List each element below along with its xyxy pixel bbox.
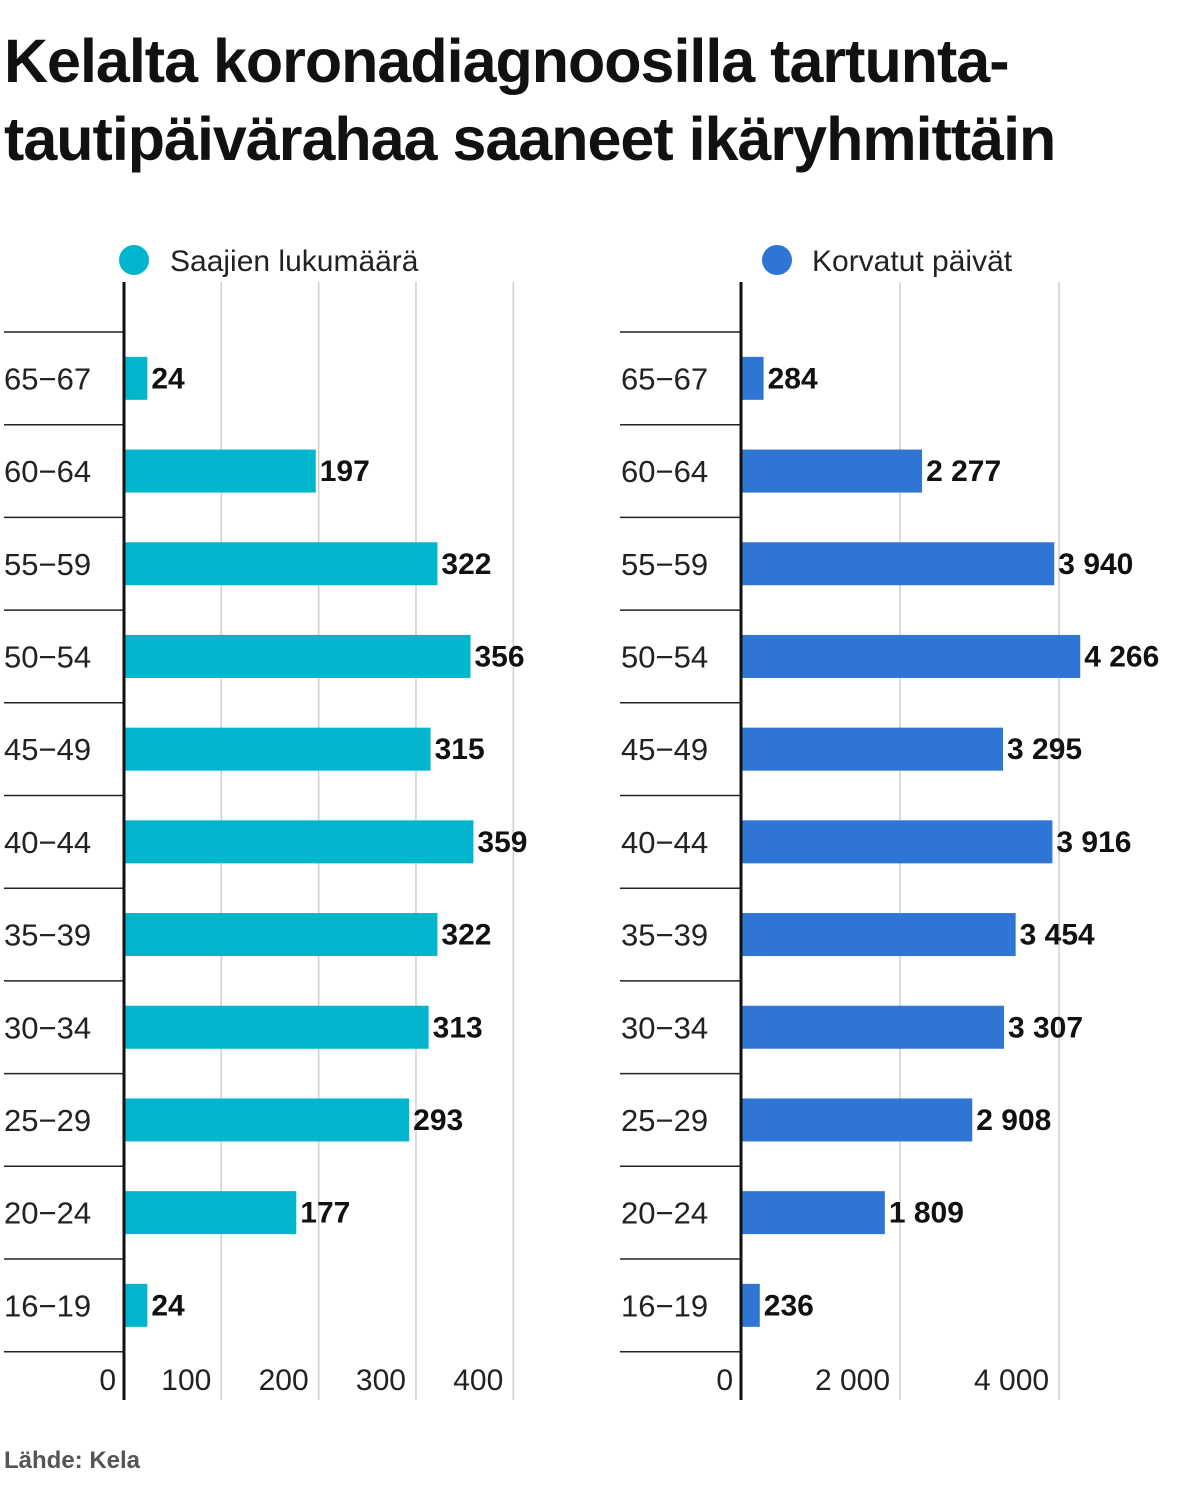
bar-40−44 bbox=[124, 820, 474, 864]
bar-60−64 bbox=[124, 449, 316, 493]
category-label-20−24: 20−24 bbox=[621, 1196, 708, 1231]
bar-25−29 bbox=[741, 1098, 973, 1142]
bar-45−49 bbox=[741, 727, 1004, 771]
value-label-25−29: 2 908 bbox=[976, 1104, 1051, 1137]
value-label-20−24: 1 809 bbox=[889, 1197, 964, 1230]
legend-dot bbox=[119, 245, 149, 275]
bar-50−54 bbox=[124, 634, 471, 678]
chart-title-line-1: Kelalta koronadiagnoosilla tartunta- bbox=[4, 27, 1010, 95]
category-label-30−34: 30−34 bbox=[621, 1010, 708, 1045]
category-label-45−49: 45−49 bbox=[621, 732, 708, 767]
value-label-16−19: 236 bbox=[764, 1289, 814, 1322]
category-label-55−59: 55−59 bbox=[4, 547, 91, 582]
value-label-50−54: 356 bbox=[474, 640, 524, 673]
value-label-45−49: 315 bbox=[435, 733, 485, 766]
bar-35−39 bbox=[741, 913, 1016, 957]
value-label-45−49: 3 295 bbox=[1007, 733, 1082, 766]
category-label-60−64: 60−64 bbox=[4, 454, 91, 489]
value-label-25−29: 293 bbox=[413, 1104, 463, 1137]
value-label-30−34: 313 bbox=[433, 1011, 483, 1044]
value-label-65−67: 284 bbox=[768, 362, 818, 395]
bar-20−24 bbox=[124, 1191, 297, 1235]
bar-50−54 bbox=[741, 634, 1081, 678]
bar-35−39 bbox=[124, 913, 438, 957]
value-label-60−64: 197 bbox=[320, 455, 370, 488]
legend-label: Korvatut päivät bbox=[812, 245, 1013, 278]
tick-label-2: 4 000 bbox=[974, 1364, 1049, 1397]
tick-label-1: 100 bbox=[161, 1364, 211, 1397]
category-label-45−49: 45−49 bbox=[4, 732, 91, 767]
category-label-16−19: 16−19 bbox=[4, 1288, 91, 1323]
tick-label-4: 400 bbox=[453, 1364, 503, 1397]
value-label-20−24: 177 bbox=[300, 1197, 350, 1230]
category-label-40−44: 40−44 bbox=[621, 825, 708, 860]
legend-dot bbox=[762, 245, 792, 275]
panel-compensated-days: 65−67 284 60−64 2 277 55−59 3 940 50−54 4 266 45… bbox=[620, 245, 1159, 1400]
value-label-35−39: 322 bbox=[441, 919, 491, 952]
bar-25−29 bbox=[124, 1098, 410, 1142]
value-label-30−34: 3 307 bbox=[1008, 1011, 1083, 1044]
source-note: Lähde: Kela bbox=[4, 1447, 141, 1474]
bar-55−59 bbox=[124, 542, 438, 586]
category-label-35−39: 35−39 bbox=[621, 918, 708, 953]
bar-65−67 bbox=[741, 356, 764, 400]
category-label-35−39: 35−39 bbox=[4, 918, 91, 953]
value-label-65−67: 24 bbox=[151, 362, 185, 395]
category-label-25−29: 25−29 bbox=[621, 1103, 708, 1138]
value-label-55−59: 322 bbox=[441, 548, 491, 581]
chart-title-line-2: tautipäivärahaa saaneet ikäryhmittäin bbox=[4, 105, 1056, 173]
value-label-16−19: 24 bbox=[151, 1289, 185, 1322]
category-label-25−29: 25−29 bbox=[4, 1103, 91, 1138]
tick-label-0: 0 bbox=[99, 1364, 116, 1397]
category-label-50−54: 50−54 bbox=[621, 639, 708, 674]
value-label-50−54: 4 266 bbox=[1084, 640, 1159, 673]
category-label-20−24: 20−24 bbox=[4, 1196, 91, 1231]
value-label-40−44: 359 bbox=[477, 826, 527, 859]
value-label-55−59: 3 940 bbox=[1058, 548, 1133, 581]
bar-30−34 bbox=[741, 1005, 1004, 1049]
value-label-40−44: 3 916 bbox=[1056, 826, 1131, 859]
value-label-60−64: 2 277 bbox=[926, 455, 1001, 488]
category-label-55−59: 55−59 bbox=[621, 547, 708, 582]
chart-title: Kelalta koronadiagnoosilla tartunta- tau… bbox=[4, 22, 1194, 178]
bar-65−67 bbox=[124, 356, 148, 400]
category-label-60−64: 60−64 bbox=[621, 454, 708, 489]
category-label-65−67: 65−67 bbox=[621, 361, 708, 396]
bar-16−19 bbox=[741, 1283, 760, 1327]
bar-40−44 bbox=[741, 820, 1053, 864]
legend-label: Saajien lukumäärä bbox=[170, 245, 419, 278]
bar-55−59 bbox=[741, 542, 1055, 586]
tick-label-0: 0 bbox=[716, 1364, 733, 1397]
category-label-50−54: 50−54 bbox=[4, 639, 91, 674]
category-label-65−67: 65−67 bbox=[4, 361, 91, 396]
bar-16−19 bbox=[124, 1283, 148, 1327]
category-label-30−34: 30−34 bbox=[4, 1010, 91, 1045]
value-label-35−39: 3 454 bbox=[1020, 919, 1095, 952]
bar-45−49 bbox=[124, 727, 431, 771]
bar-30−34 bbox=[124, 1005, 429, 1049]
category-label-16−19: 16−19 bbox=[621, 1288, 708, 1323]
panel-recipients: 65−67 24 60−64 197 55−59 322 50−54 356 45−49 315 4… bbox=[4, 245, 527, 1400]
bar-60−64 bbox=[741, 449, 923, 493]
tick-label-3: 300 bbox=[356, 1364, 406, 1397]
category-label-40−44: 40−44 bbox=[4, 825, 91, 860]
tick-label-2: 200 bbox=[259, 1364, 309, 1397]
bar-20−24 bbox=[741, 1191, 885, 1235]
tick-label-1: 2 000 bbox=[815, 1364, 890, 1397]
